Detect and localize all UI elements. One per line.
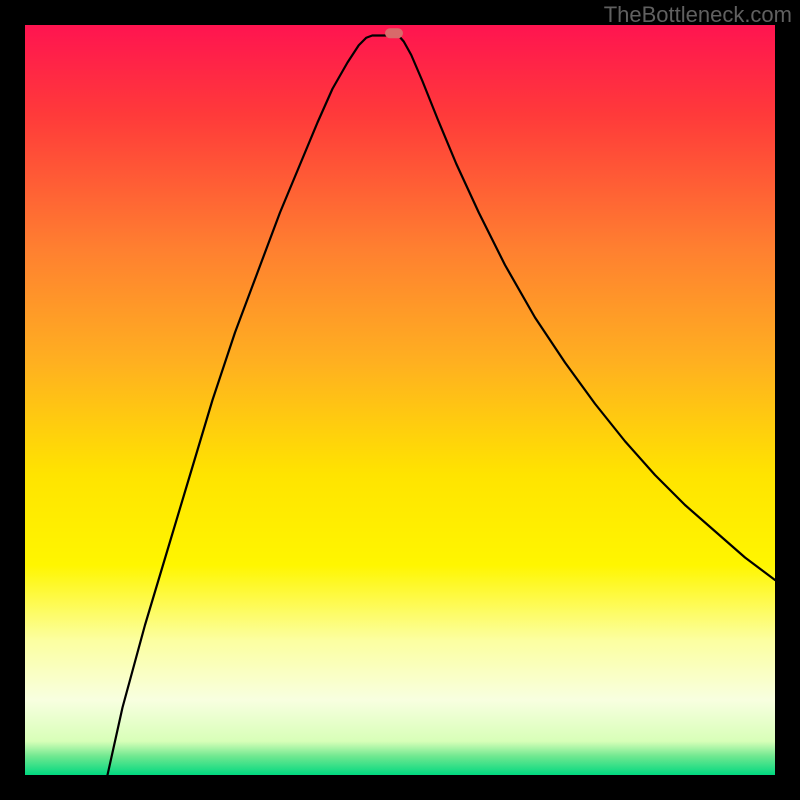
- watermark-text: TheBottleneck.com: [604, 2, 792, 28]
- plot-background: [25, 25, 775, 775]
- bottleneck-chart: [0, 0, 800, 800]
- optimum-marker: [385, 28, 403, 38]
- chart-container: TheBottleneck.com: [0, 0, 800, 800]
